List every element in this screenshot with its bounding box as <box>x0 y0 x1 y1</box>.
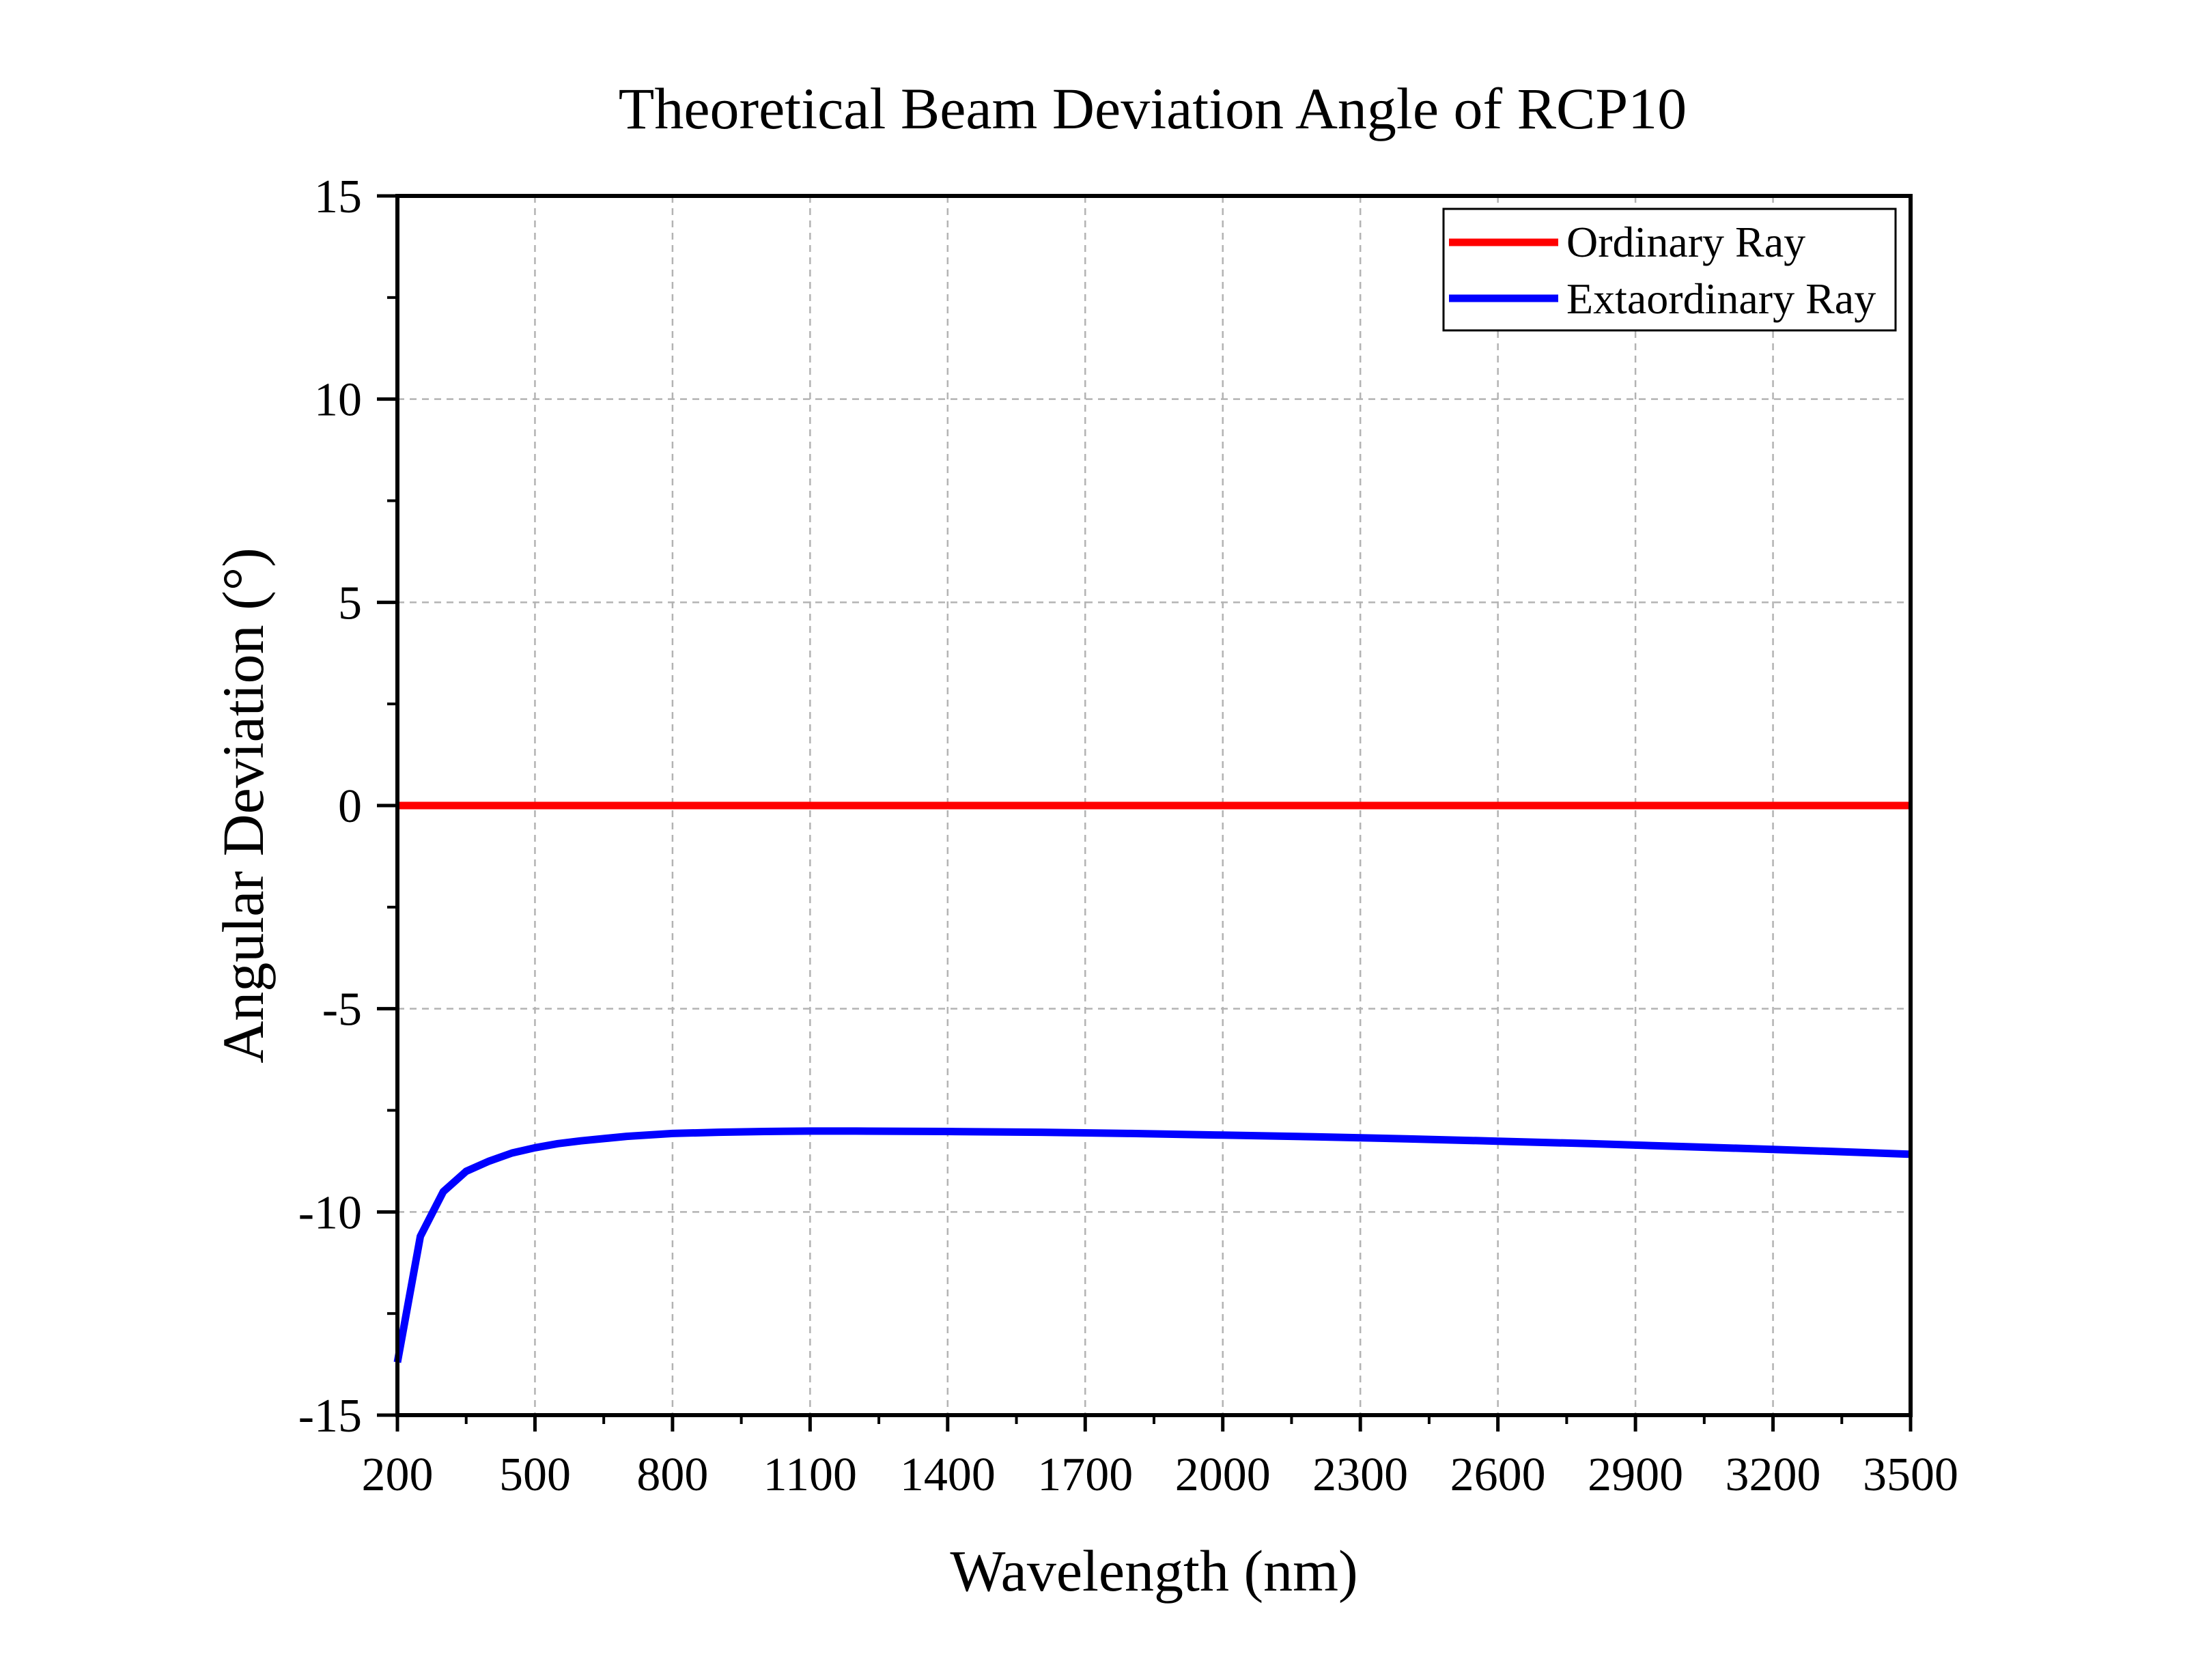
y-tick-label: 5 <box>338 577 362 629</box>
x-tick-label: 2000 <box>1175 1449 1271 1501</box>
x-tick-label: 800 <box>636 1449 708 1501</box>
legend-box <box>1442 208 1897 332</box>
y-axis-label: Angular Deviation (°) <box>210 547 276 1064</box>
x-tick-label: 500 <box>499 1449 571 1501</box>
chart-title: Theoretical Beam Deviation Angle of RCP1… <box>619 76 1687 141</box>
x-tick-label: 1100 <box>763 1449 857 1501</box>
y-tick-label: 0 <box>338 780 362 833</box>
y-tick-label: -15 <box>298 1390 362 1442</box>
legend-label-extaordinary-ray: Extaordinary Ray <box>1566 274 1876 323</box>
ticks <box>377 194 1913 1432</box>
x-tick-label: 1400 <box>900 1449 996 1501</box>
legend-label-ordinary-ray: Ordinary Ray <box>1566 218 1805 266</box>
y-tick-label: 15 <box>314 171 362 223</box>
x-tick-label: 3200 <box>1726 1449 1821 1501</box>
y-tick-label: -10 <box>298 1186 362 1239</box>
legend: Ordinary Ray Extaordinary Ray <box>1442 208 1897 332</box>
series-line-extaordinary-ray <box>393 1127 1911 1363</box>
x-tick-label: 2900 <box>1588 1449 1683 1501</box>
x-tick-label: 2600 <box>1450 1449 1546 1501</box>
x-tick-label: 2300 <box>1312 1449 1408 1501</box>
series-layer <box>393 801 1911 1363</box>
y-tick-label: 10 <box>314 374 362 427</box>
tick-labels: 200 500 800 1100 1400 1700 2000 2300 2600 2900 320… <box>298 171 1958 1501</box>
x-tick-label: 200 <box>362 1449 434 1501</box>
x-axis-label: Wavelength (nm) <box>950 1538 1357 1604</box>
y-tick-label: -5 <box>322 984 362 1036</box>
x-tick-label: 3500 <box>1863 1449 1958 1501</box>
x-tick-label: 1700 <box>1037 1449 1133 1501</box>
